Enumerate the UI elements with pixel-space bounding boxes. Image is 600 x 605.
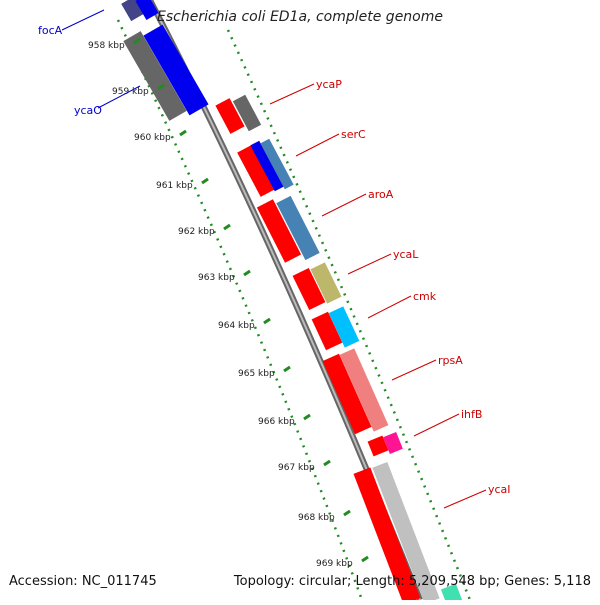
feature-serC-cds <box>237 145 275 197</box>
gene-leader-line <box>443 489 487 509</box>
tick-mark <box>303 413 311 421</box>
tick-label: 968 kbp <box>298 513 335 523</box>
feature-serC <box>250 140 284 192</box>
tick-label: 960 kbp <box>134 133 171 143</box>
feature-ycaI-cds <box>353 467 421 605</box>
gene-leader-line <box>295 133 340 157</box>
feature-rpsA-cds <box>322 353 372 435</box>
gene-label-serc: serC <box>341 128 366 141</box>
tick-labels: 958 kbp 959 kbp 960 kbp 961 kbp 962 kbp 963 k… <box>88 37 369 569</box>
feature-ycaL <box>310 262 342 304</box>
gene-label-ycai: ycaI <box>488 483 511 496</box>
feature-ycaP-cds <box>215 98 245 134</box>
feature-ihfB-cds <box>367 435 389 457</box>
gene-leader-line <box>391 359 437 381</box>
gene-label-ycao: ycaO <box>74 104 102 117</box>
tick-label: 961 kbp <box>156 181 193 191</box>
feature-cmk-cds <box>311 311 343 351</box>
tick-mark <box>343 509 351 517</box>
tick-mark <box>133 37 141 45</box>
tick-mark <box>263 317 271 325</box>
outer-dot-track <box>226 29 472 601</box>
gene-label-foca: focA <box>38 24 63 37</box>
gene-label-ihfb: ihfB <box>461 408 482 421</box>
gene-label-ycap: ycaP <box>316 78 342 91</box>
tick-label: 965 kbp <box>238 369 275 379</box>
accession-text: Accession: NC_011745 <box>9 574 157 589</box>
feature-ycaL-cds <box>292 267 326 311</box>
topology-text: Topology: circular; Length: 5,209,548 bp… <box>233 574 591 589</box>
tick-label: 962 kbp <box>178 227 215 237</box>
tick-dot-tracks <box>116 19 472 601</box>
gene-label-aroa: aroA <box>368 188 394 201</box>
tick-mark <box>361 555 369 563</box>
tick-label: 958 kbp <box>88 41 125 51</box>
gene-leader-line <box>413 413 460 437</box>
inner-dot-track <box>116 19 364 601</box>
tick-label: 967 kbp <box>278 463 315 473</box>
tick-label: 969 kbp <box>316 559 353 569</box>
feature-rpsA <box>339 348 389 432</box>
tick-mark <box>157 83 165 91</box>
map-title: Escherichia coli ED1a, complete genome <box>157 9 443 25</box>
gene-label-ycal: ycaL <box>393 248 419 261</box>
gene-leader-line <box>347 253 392 275</box>
gene-labels: focA ycaO ycaP serC aroA ycaL cmk rpsA ihfB ycaI <box>38 9 511 509</box>
tick-mark <box>323 459 331 467</box>
tick-label: 966 kbp <box>258 417 295 427</box>
tick-mark <box>243 269 251 277</box>
feature-aroA-cds <box>256 199 302 263</box>
gene-label-rpsa: rpsA <box>438 354 463 367</box>
gene-leader-line <box>269 83 315 105</box>
tick-mark <box>223 223 231 231</box>
feature-ycaO-grey <box>123 31 187 121</box>
tick-mark <box>179 129 187 137</box>
feature-serC-2 <box>260 138 294 190</box>
feature-track <box>121 0 464 605</box>
gene-leader-line <box>367 295 412 319</box>
feature-aroA <box>276 195 320 261</box>
tick-mark <box>283 365 291 373</box>
gene-label-cmk: cmk <box>413 290 437 303</box>
tick-label: 963 kbp <box>198 273 235 283</box>
tick-label: 964 kbp <box>218 321 255 331</box>
feature-ycaO <box>143 24 209 116</box>
gene-leader-line <box>321 193 367 217</box>
tick-mark <box>201 177 209 185</box>
gene-leader-line <box>61 9 105 31</box>
tick-label: 959 kbp <box>112 87 149 97</box>
feature-ihfB <box>383 432 403 454</box>
feature-ycaI <box>372 461 440 605</box>
feature-cmk <box>328 306 360 348</box>
feature-ycaP <box>232 94 262 132</box>
feature-focA-2 <box>135 0 159 21</box>
gene-leader-line <box>97 85 141 109</box>
